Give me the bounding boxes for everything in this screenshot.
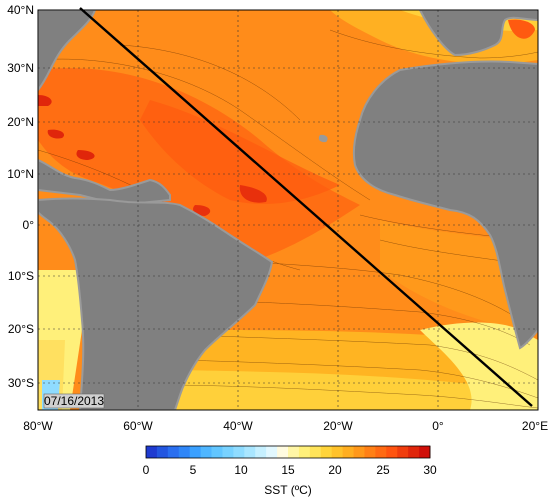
- lat-label: 30°S: [8, 376, 34, 390]
- colorbar-swatch: [222, 446, 234, 458]
- lon-label: 20°W: [323, 419, 353, 433]
- colorbar-tick: 15: [281, 463, 295, 477]
- lon-label: 0°: [432, 419, 444, 433]
- colorbar-tick: 0: [143, 463, 150, 477]
- colorbar-swatch: [309, 446, 322, 458]
- colorbar-swatch: [178, 446, 191, 458]
- colorbar-tick: 25: [376, 463, 390, 477]
- latitude-labels: 40°N 30°N 20°N 10°N 0° 10°S 20°S 30°S: [7, 3, 34, 390]
- lat-label: 10°N: [7, 167, 34, 181]
- lon-label: 40°W: [223, 419, 253, 433]
- colorbar-swatch: [320, 446, 333, 458]
- date-stamp: 07/16/2013: [43, 393, 104, 409]
- colorbar-swatch: [200, 446, 212, 458]
- lakes-detail: [318, 134, 328, 143]
- colorbar-swatch: [342, 446, 354, 458]
- colorbar-swatch: [397, 446, 409, 458]
- lat-label: 0°: [23, 218, 35, 232]
- graticule: [38, 10, 538, 410]
- colorbar-frame: [145, 445, 431, 459]
- lat-label: 30°N: [7, 61, 34, 75]
- colorbar-tick: 20: [328, 463, 342, 477]
- lon-label: 60°W: [123, 419, 153, 433]
- colorbar-swatch: [288, 446, 300, 458]
- land-masses: [38, 10, 538, 410]
- europe-land: [418, 10, 538, 57]
- colorbar-tick: 30: [423, 463, 437, 477]
- colorbar-swatch: [419, 446, 431, 458]
- north-america-land: [38, 10, 97, 92]
- colorbar-tick: 10: [234, 463, 248, 477]
- colorbar-swatch: [353, 446, 365, 458]
- colorbar-swatch: [167, 446, 180, 458]
- lat-label: 40°N: [7, 3, 34, 17]
- colorbar-swatch: [375, 446, 387, 458]
- colorbar-swatch: [386, 446, 398, 458]
- south-america-land: [38, 197, 274, 410]
- colorbar-swatch: [364, 446, 376, 458]
- lon-label: 20°E: [522, 419, 548, 433]
- longitude-labels: 80°W 60°W 40°W 20°W 0° 20°E: [23, 419, 548, 433]
- colorbar-swatch: [156, 446, 169, 458]
- lat-label: 10°S: [8, 269, 34, 283]
- colorbar-tick: 5: [190, 463, 197, 477]
- section-line: [79, 7, 533, 407]
- colorbar-swatch: [277, 446, 289, 458]
- colorbar-label: SST (ºC): [264, 483, 312, 497]
- colorbar-swatch: [233, 446, 245, 458]
- colorbar-swatch: [331, 446, 344, 458]
- colorbar-swatch: [146, 446, 158, 458]
- colorbar-swatch: [211, 446, 223, 458]
- map-frame: [37, 9, 539, 411]
- lat-label: 20°S: [8, 322, 34, 336]
- colorbar-swatch: [255, 446, 267, 458]
- colorbar-swatches: [146, 446, 431, 458]
- colorbar-swatch: [298, 446, 311, 458]
- colorbar-swatch: [189, 446, 202, 458]
- date-stamp-text: 07/16/2013: [44, 394, 104, 408]
- colorbar-swatch: [408, 446, 420, 458]
- lat-label: 20°N: [7, 115, 34, 129]
- central-america-land: [38, 158, 171, 207]
- colorbar-swatch: [244, 446, 256, 458]
- colorbar-swatch: [266, 446, 278, 458]
- colorbar: 0 5 10 15 20 25 30 SST (ºC): [143, 445, 437, 497]
- lon-label: 80°W: [23, 419, 53, 433]
